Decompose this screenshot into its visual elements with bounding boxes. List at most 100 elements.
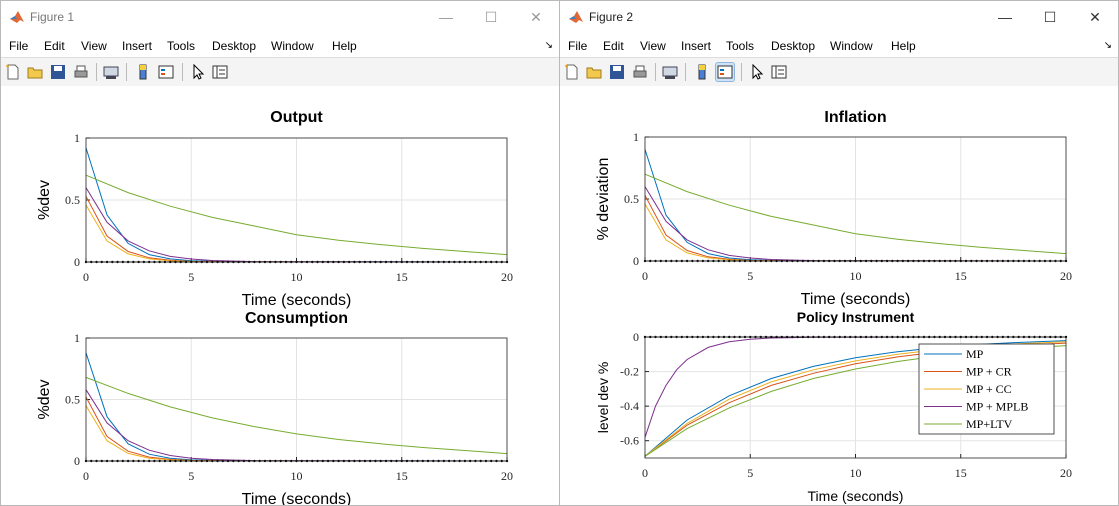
menubar: File Edit View Insert Tools Desktop Wind… bbox=[1, 35, 559, 57]
colorbar-icon[interactable] bbox=[693, 63, 711, 81]
series-line-mp-ltv bbox=[85, 376, 508, 455]
x-tick-label: 5 bbox=[747, 269, 753, 283]
menu-desktop[interactable]: Desktop bbox=[771, 39, 816, 53]
axes-box bbox=[85, 137, 508, 263]
menu-file[interactable]: File bbox=[9, 39, 29, 53]
y-tick-label: 0 bbox=[74, 454, 80, 468]
x-tick-label: 15 bbox=[955, 466, 967, 480]
toolbar-separator bbox=[741, 63, 742, 81]
pointer-icon[interactable] bbox=[189, 63, 207, 81]
x-tick-label: 5 bbox=[188, 270, 194, 284]
titlebar[interactable]: Figure 2 — ☐ ✕ bbox=[560, 1, 1118, 33]
axes-box bbox=[644, 136, 1067, 262]
x-tick-label: 20 bbox=[1060, 269, 1072, 283]
toolbar bbox=[560, 57, 1118, 87]
toolbar-separator bbox=[96, 63, 97, 81]
minimize-button[interactable]: — bbox=[998, 9, 1012, 25]
menu-edit[interactable]: Edit bbox=[603, 39, 624, 53]
save-icon[interactable] bbox=[49, 63, 67, 81]
y-tick-label: 1 bbox=[74, 331, 80, 345]
dock-arrow-icon[interactable]: ↘ bbox=[1103, 40, 1112, 51]
y-axis-label: level dev % bbox=[595, 362, 611, 434]
legend: MP MP + CR MP + CC MP + MPLB MP+LTV bbox=[918, 343, 1055, 435]
menu-window[interactable]: Window bbox=[830, 39, 873, 53]
print-icon[interactable] bbox=[631, 63, 649, 81]
maximize-button[interactable]: ☐ bbox=[1043, 9, 1057, 25]
x-tick-label: 5 bbox=[188, 469, 194, 483]
open-icon[interactable] bbox=[26, 63, 44, 81]
menu-view[interactable]: View bbox=[81, 39, 107, 53]
property-inspector-icon[interactable] bbox=[211, 63, 229, 81]
maximize-button[interactable]: ☐ bbox=[484, 9, 498, 25]
y-tick-label: 1 bbox=[74, 131, 80, 145]
chart-title: Output bbox=[270, 109, 323, 126]
titlebar[interactable]: Figure 1 — ☐ ✕ bbox=[1, 1, 559, 33]
close-button[interactable]: ✕ bbox=[530, 9, 542, 25]
x-tick-label: 0 bbox=[642, 466, 648, 480]
menu-help[interactable]: Help bbox=[332, 39, 357, 53]
x-tick-label: 10 bbox=[291, 270, 303, 284]
x-tick-label: 20 bbox=[501, 469, 513, 483]
y-tick-label: 0.5 bbox=[624, 192, 639, 206]
menu-window[interactable]: Window bbox=[271, 39, 314, 53]
x-tick-label: 15 bbox=[396, 469, 408, 483]
close-button[interactable]: ✕ bbox=[1089, 9, 1101, 25]
y-tick-label: -0.6 bbox=[620, 434, 639, 448]
new-figure-icon[interactable] bbox=[4, 63, 22, 81]
toolbar bbox=[1, 57, 559, 87]
chart-policy-instrument: 0 5 10 15 20 0 -0.2 -0.4 -0.6 Policy Instrument Ti… bbox=[595, 309, 1072, 504]
y-tick-label: 1 bbox=[633, 130, 639, 144]
colorbar-icon[interactable] bbox=[134, 63, 152, 81]
print-icon[interactable] bbox=[72, 63, 90, 81]
print-preview-icon[interactable] bbox=[102, 63, 120, 81]
toolbar-separator bbox=[126, 63, 127, 81]
y-axis-label: % deviation bbox=[595, 158, 612, 241]
legend-entry: MP + MPLB bbox=[966, 400, 1028, 414]
x-tick-label: 10 bbox=[850, 269, 862, 283]
figure-2-window[interactable]: Figure 2 — ☐ ✕ File Edit View Insert Too… bbox=[559, 0, 1119, 506]
print-preview-icon[interactable] bbox=[661, 63, 679, 81]
figure-1-window[interactable]: Figure 1 — ☐ ✕ File Edit View Insert Too… bbox=[0, 0, 560, 506]
new-figure-icon[interactable] bbox=[563, 63, 581, 81]
legend-entry: MP+LTV bbox=[966, 417, 1013, 431]
y-tick-label: 0 bbox=[633, 254, 639, 268]
menu-insert[interactable]: Insert bbox=[681, 39, 712, 53]
minimize-button[interactable]: — bbox=[439, 9, 453, 25]
matlab-icon bbox=[10, 11, 24, 23]
menu-insert[interactable]: Insert bbox=[122, 39, 153, 53]
y-tick-label: -0.2 bbox=[620, 365, 639, 379]
menu-file[interactable]: File bbox=[568, 39, 588, 53]
dock-arrow-icon[interactable]: ↘ bbox=[544, 40, 553, 51]
x-tick-label: 20 bbox=[501, 270, 513, 284]
chart-title: Inflation bbox=[824, 109, 886, 126]
pointer-icon[interactable] bbox=[748, 63, 766, 81]
x-tick-label: 5 bbox=[747, 466, 753, 480]
x-tick-label: 10 bbox=[291, 469, 303, 483]
toolbar-separator bbox=[685, 63, 686, 81]
menu-edit[interactable]: Edit bbox=[44, 39, 65, 53]
series-line-mp-mplb bbox=[644, 336, 1067, 438]
toolbar-separator bbox=[182, 63, 183, 81]
figure-canvas[interactable]: 0 5 10 15 20 0 0.5 1 Inflation Time (seconds) % de… bbox=[560, 86, 1118, 505]
legend-entry: MP + CC bbox=[966, 382, 1012, 396]
property-inspector-icon[interactable] bbox=[770, 63, 788, 81]
plot-area[interactable]: 0 5 10 15 20 0 0.5 1 Inflation Time (seconds) % de… bbox=[560, 86, 1118, 506]
series-line-mp-ltv bbox=[644, 173, 1067, 255]
menu-desktop[interactable]: Desktop bbox=[212, 39, 257, 53]
legend-icon[interactable] bbox=[715, 62, 735, 82]
x-tick-label: 0 bbox=[642, 269, 648, 283]
save-icon[interactable] bbox=[608, 63, 626, 81]
x-tick-label: 15 bbox=[955, 269, 967, 283]
series-line-mp-mplb bbox=[85, 187, 508, 263]
open-icon[interactable] bbox=[585, 63, 603, 81]
axes-box bbox=[644, 336, 1067, 459]
y-axis-label: %dev bbox=[36, 379, 53, 419]
legend-icon[interactable] bbox=[157, 63, 175, 81]
menu-tools[interactable]: Tools bbox=[167, 39, 196, 53]
figure-canvas[interactable]: 0 5 10 15 20 0 0.5 1 Output Time (seconds) %dev 0 5 1… bbox=[1, 86, 559, 505]
menu-view[interactable]: View bbox=[640, 39, 666, 53]
menu-tools[interactable]: Tools bbox=[726, 39, 755, 53]
menu-help[interactable]: Help bbox=[891, 39, 916, 53]
x-tick-label: 15 bbox=[396, 270, 408, 284]
